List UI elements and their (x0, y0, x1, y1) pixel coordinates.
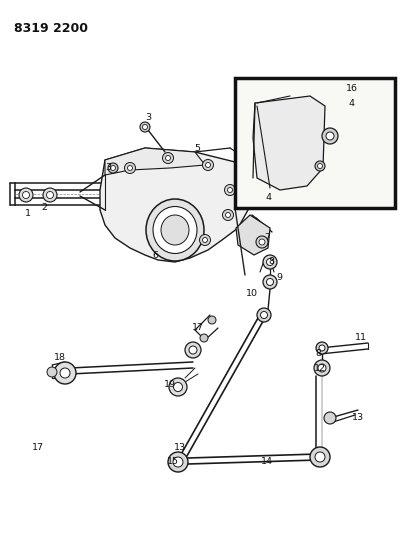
Text: 8: 8 (267, 257, 273, 266)
Polygon shape (245, 172, 277, 208)
Circle shape (317, 364, 325, 372)
Circle shape (205, 163, 210, 167)
Circle shape (318, 345, 324, 351)
Circle shape (46, 191, 53, 198)
Circle shape (124, 163, 135, 174)
Text: 9: 9 (275, 273, 281, 282)
Circle shape (127, 166, 132, 171)
Text: 12: 12 (313, 365, 325, 374)
Circle shape (200, 334, 207, 342)
Circle shape (317, 164, 322, 168)
Circle shape (222, 209, 233, 221)
Text: 13: 13 (173, 443, 186, 453)
Text: 4: 4 (265, 193, 271, 203)
Circle shape (227, 188, 232, 192)
Circle shape (142, 125, 147, 130)
Circle shape (60, 368, 70, 378)
Text: 10: 10 (245, 289, 257, 298)
Circle shape (262, 185, 272, 195)
Circle shape (199, 235, 210, 246)
Polygon shape (105, 148, 204, 175)
Text: 6: 6 (152, 251, 157, 260)
Circle shape (256, 308, 270, 322)
Polygon shape (100, 148, 252, 262)
Circle shape (260, 311, 267, 319)
Circle shape (202, 238, 207, 243)
Text: 19: 19 (164, 381, 175, 390)
Circle shape (22, 191, 29, 198)
Circle shape (262, 255, 276, 269)
Text: 3: 3 (105, 164, 111, 173)
Text: 16: 16 (345, 84, 357, 93)
Text: 7: 7 (263, 233, 270, 243)
Text: 2: 2 (41, 204, 47, 213)
Ellipse shape (146, 199, 204, 261)
Circle shape (314, 452, 324, 462)
Circle shape (224, 184, 235, 196)
Circle shape (207, 316, 216, 324)
Circle shape (173, 457, 182, 467)
Text: 1: 1 (25, 208, 31, 217)
Circle shape (266, 279, 273, 286)
Circle shape (165, 156, 170, 160)
Circle shape (184, 342, 200, 358)
Circle shape (258, 239, 264, 245)
Circle shape (313, 360, 329, 376)
Text: 11: 11 (354, 334, 366, 343)
Circle shape (225, 213, 230, 217)
Circle shape (315, 342, 327, 354)
Circle shape (139, 122, 150, 132)
Circle shape (54, 362, 76, 384)
Text: 4: 4 (348, 99, 354, 108)
Circle shape (323, 412, 335, 424)
Circle shape (265, 188, 270, 192)
Circle shape (309, 447, 329, 467)
Circle shape (314, 161, 324, 171)
Ellipse shape (161, 215, 189, 245)
Circle shape (19, 188, 33, 202)
Circle shape (325, 132, 333, 140)
Ellipse shape (153, 206, 196, 254)
Circle shape (162, 152, 173, 164)
Text: 17: 17 (191, 324, 204, 333)
Circle shape (169, 378, 187, 396)
Text: 15: 15 (166, 457, 179, 466)
Circle shape (202, 159, 213, 171)
Polygon shape (252, 96, 324, 190)
Circle shape (321, 128, 337, 144)
Text: 18: 18 (54, 353, 66, 362)
Circle shape (110, 166, 115, 171)
Circle shape (255, 236, 267, 248)
Text: 5: 5 (193, 143, 200, 152)
Text: 3: 3 (145, 112, 151, 122)
Text: 13: 13 (351, 414, 363, 423)
Circle shape (168, 452, 188, 472)
Text: 14: 14 (261, 457, 272, 466)
Circle shape (108, 163, 118, 173)
Text: 8: 8 (314, 350, 320, 359)
Circle shape (262, 275, 276, 289)
Text: 17: 17 (32, 443, 44, 453)
Polygon shape (236, 215, 270, 255)
Circle shape (266, 259, 273, 265)
Circle shape (43, 188, 57, 202)
Circle shape (173, 383, 182, 392)
Circle shape (189, 346, 196, 354)
Circle shape (47, 367, 57, 377)
Text: 8319 2200: 8319 2200 (14, 22, 88, 35)
Bar (234, 78, 394, 208)
